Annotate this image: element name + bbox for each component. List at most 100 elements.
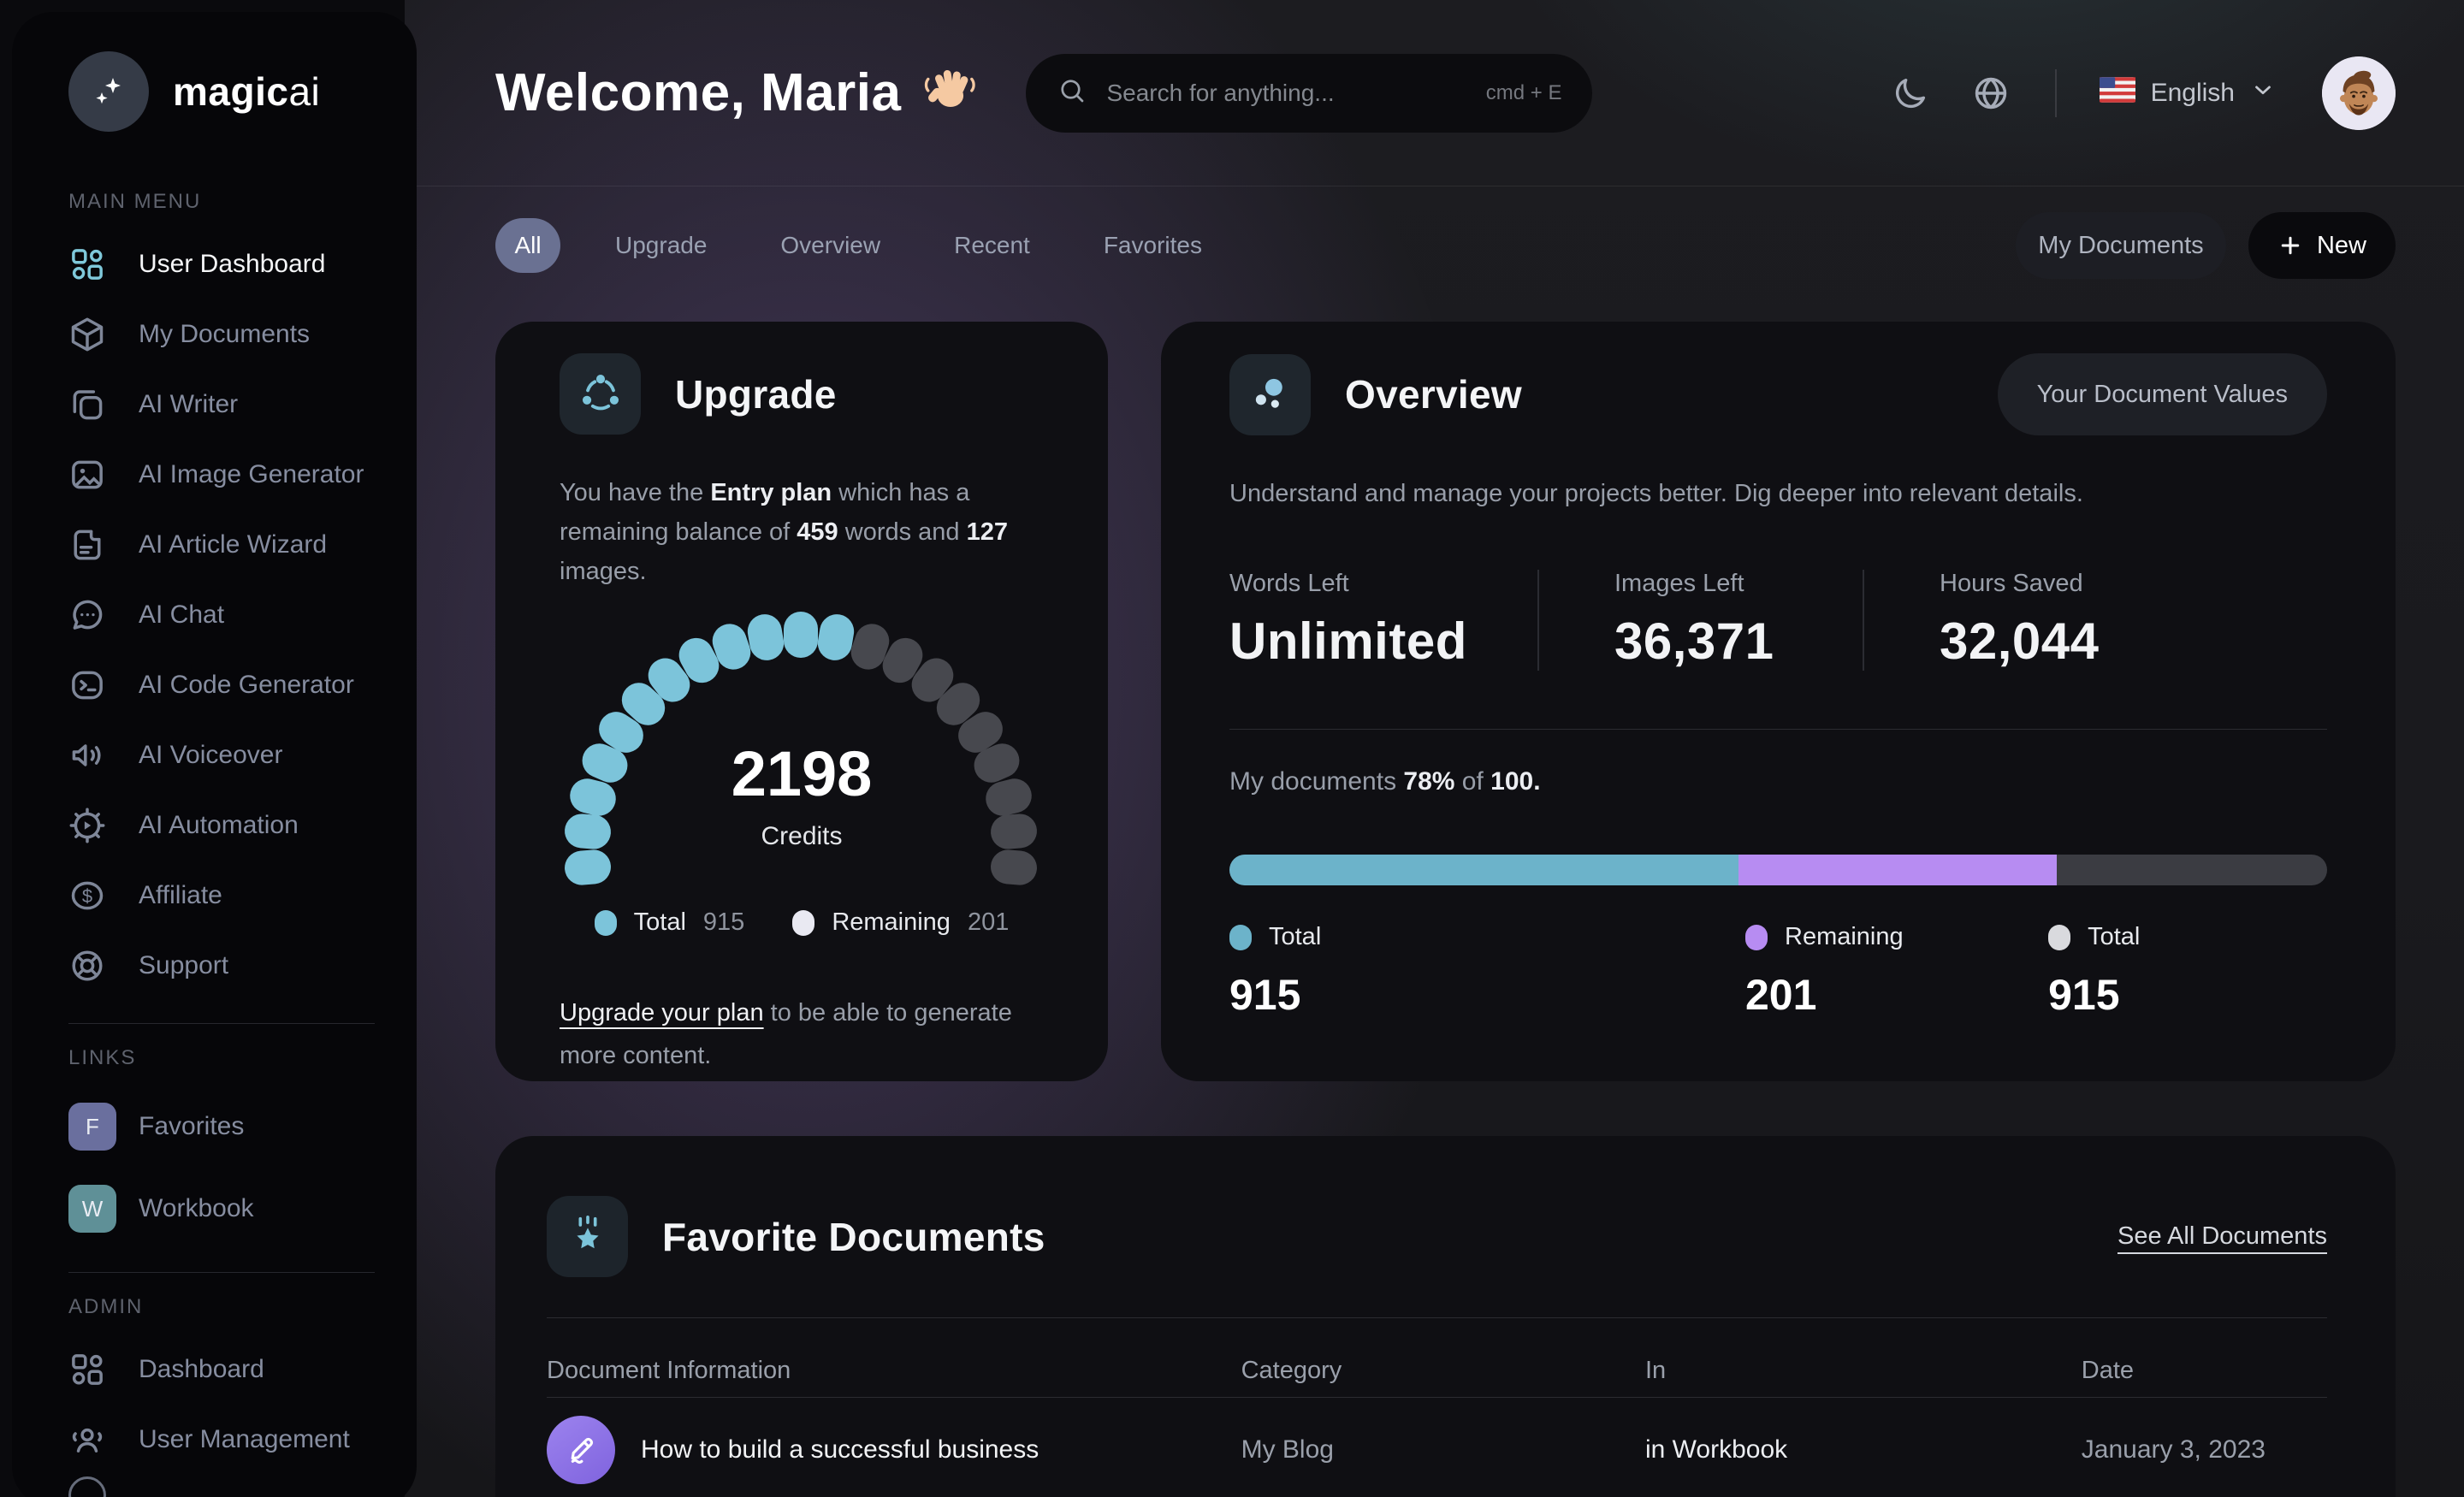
us-flag-icon <box>2099 76 2135 109</box>
sidebar-section-links: LINKS <box>68 1046 137 1069</box>
overview-card-header: Overview Your Document Values <box>1229 353 2327 435</box>
sidebar: magicai MAIN MENU User Dashboard My Docu… <box>12 12 417 1497</box>
overview-legend-total: Total 915 <box>1229 923 1322 1019</box>
content: All Upgrade Overview Recent Favorites My… <box>417 186 2464 1497</box>
main-area: Welcome, Maria <box>405 0 2464 1497</box>
tab-all[interactable]: All <box>495 218 560 273</box>
dashboard-grid-icon <box>68 246 106 283</box>
credits-label: Credits <box>761 822 843 850</box>
stat-words-left: Words Left Unlimited <box>1229 570 1467 670</box>
tab-recent[interactable]: Recent <box>954 232 1030 258</box>
sidebar-item-ai-article-wizard[interactable]: AI Article Wizard <box>68 510 417 580</box>
speaker-icon <box>68 737 106 774</box>
sidebar-section-admin: ADMIN <box>68 1295 144 1318</box>
terminal-icon <box>68 666 106 704</box>
sidebar-item-my-documents[interactable]: My Documents <box>68 299 417 370</box>
sidebar-item-ai-chat[interactable]: AI Chat <box>68 580 417 650</box>
credits-gauge: 2198 Credits <box>560 612 1044 887</box>
legend-remaining: Remaining 201 <box>792 908 1009 937</box>
overview-card-title: Overview <box>1345 372 1522 417</box>
progress-segment <box>1738 855 2058 885</box>
my-documents-button[interactable]: My Documents <box>2016 212 2226 279</box>
users-icon <box>68 1421 106 1459</box>
sidebar-nav: User Dashboard My Documents AI Writer AI… <box>68 229 417 1001</box>
sidebar-divider <box>68 1023 375 1024</box>
gauge-dot <box>744 612 786 664</box>
upgrade-card-title: Upgrade <box>675 371 837 417</box>
sidebar-item-ai-code-generator[interactable]: AI Code Generator <box>68 650 417 720</box>
see-all-documents-link[interactable]: See All Documents <box>2117 1222 2327 1250</box>
sidebar-item-admin-dashboard[interactable]: Dashboard <box>68 1334 417 1405</box>
svg-text:$: $ <box>82 885 92 907</box>
sidebar-item-partial-icon[interactable] <box>68 1476 106 1497</box>
plus-icon <box>2281 236 2300 255</box>
upgrade-card-description: You have the Entry plan which has a rema… <box>560 479 1008 585</box>
legend-dot-total-2 <box>2048 924 2071 950</box>
language-selector[interactable]: English <box>2099 76 2276 109</box>
image-icon <box>68 456 106 494</box>
sidebar-item-ai-voiceover[interactable]: AI Voiceover <box>68 720 417 790</box>
brand-name: magicai <box>173 69 321 114</box>
overview-legend-total-2: Total 915 <box>2048 923 2141 1019</box>
gauge-dot <box>563 848 613 887</box>
sidebar-item-ai-image-generator[interactable]: AI Image Generator <box>68 440 417 510</box>
sparkles-icon <box>68 51 149 132</box>
sidebar-item-ai-writer[interactable]: AI Writer <box>68 370 417 440</box>
search-bar[interactable]: cmd + E <box>1026 53 1593 133</box>
your-document-values-button[interactable]: Your Document Values <box>1997 353 2327 435</box>
sidebar-item-ai-automation[interactable]: AI Automation <box>68 790 417 861</box>
table-row[interactable]: How to build a successful business My Bl… <box>547 1398 2327 1497</box>
documents-table-header: Document Information Category In Date <box>547 1356 2135 1384</box>
legend-dot-remaining <box>792 909 815 936</box>
tab-overview[interactable]: Overview <box>780 232 881 258</box>
gauge-dot <box>989 848 1039 887</box>
upgrade-plan-link[interactable]: Upgrade your plan <box>560 999 764 1027</box>
tab-upgrade[interactable]: Upgrade <box>615 232 708 258</box>
user-avatar[interactable] <box>2322 56 2396 130</box>
new-button[interactable]: New <box>2248 212 2396 279</box>
cards-row: Upgrade You have the Entry plan which ha… <box>495 322 2396 1081</box>
progress-segment <box>1229 855 1739 885</box>
documents-progress-bar <box>1229 855 2327 885</box>
overview-stats: Words Left Unlimited Images Left 36,371 … <box>1229 570 2327 671</box>
upgrade-card: Upgrade You have the Entry plan which ha… <box>495 322 1108 1081</box>
legend-dot-total <box>594 909 617 936</box>
globe-icon[interactable] <box>1969 72 2012 115</box>
favorites-card-title: Favorite Documents <box>662 1214 1045 1259</box>
tab-favorites[interactable]: Favorites <box>1103 232 1202 258</box>
waving-hand-icon <box>923 64 976 121</box>
header-actions: English <box>1889 56 2396 130</box>
favorites-card-header: Favorite Documents See All Documents <box>547 1196 2327 1277</box>
sidebar-item-user-dashboard[interactable]: User Dashboard <box>68 229 417 299</box>
favorites-divider <box>547 1397 2327 1398</box>
brand-logo[interactable]: magicai <box>68 51 417 132</box>
gauge-dot <box>784 612 818 658</box>
tabs-row: All Upgrade Overview Recent Favorites My… <box>495 212 2396 279</box>
sidebar-item-support[interactable]: Support <box>68 931 417 1001</box>
sidebar-item-affiliate[interactable]: $ Affiliate <box>68 861 417 931</box>
stat-images-left: Images Left 36,371 <box>1537 570 1863 671</box>
page-title: Welcome, Maria <box>495 63 902 122</box>
sidebar-item-user-management[interactable]: User Management <box>68 1405 417 1475</box>
overview-legend-remaining: Remaining 201 <box>1745 923 1904 1019</box>
legend-total: Total 915 <box>594 908 744 937</box>
dark-mode-moon-icon[interactable] <box>1889 72 1932 115</box>
stat-hours-saved: Hours Saved 32,044 <box>1863 570 2125 671</box>
header: Welcome, Maria <box>417 0 2464 186</box>
credits-value: 2198 <box>731 738 873 809</box>
search-input[interactable] <box>1106 79 1467 107</box>
sidebar-divider <box>68 1272 375 1273</box>
overview-divider <box>1229 729 2327 730</box>
search-shortcut: cmd + E <box>1485 80 1562 104</box>
search-icon <box>1057 75 1087 110</box>
overview-card-description: Understand and manage your projects bett… <box>1229 480 2083 507</box>
dots-cluster-icon <box>1229 353 1311 435</box>
dollar-icon: $ <box>68 877 106 914</box>
chat-bubble-icon <box>68 596 106 634</box>
sidebar-item-workbook[interactable]: W Workbook <box>68 1168 417 1250</box>
credits-legend: Total 915 Remaining 201 <box>560 908 1044 937</box>
share-nodes-icon <box>560 353 641 435</box>
legend-dot-remaining <box>1745 924 1768 950</box>
legend-dot-total <box>1229 924 1252 950</box>
sidebar-item-favorites[interactable]: F Favorites <box>68 1086 417 1168</box>
